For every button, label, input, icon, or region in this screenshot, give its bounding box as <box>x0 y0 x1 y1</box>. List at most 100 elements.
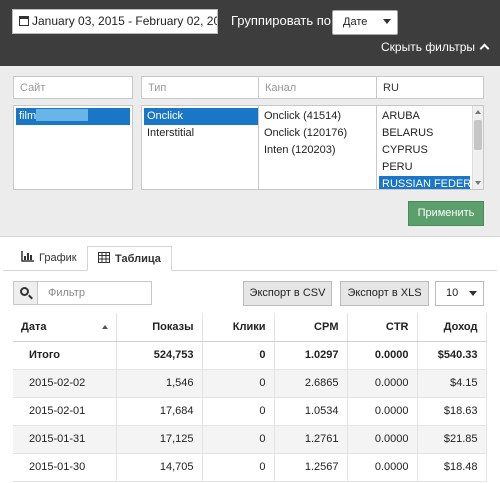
table-cell: 2015-02-01 <box>13 397 117 426</box>
table-cell: 0.0000 <box>347 453 418 482</box>
channel-list[interactable]: Onclick (41514) Onclick (120176) Inten (… <box>258 105 378 190</box>
tab-table-label: Таблица <box>115 253 161 265</box>
site-filter-input[interactable] <box>13 76 133 99</box>
table-icon <box>98 248 110 272</box>
redacted-text <box>36 109 89 121</box>
group-by-select[interactable]: Дате <box>332 10 398 35</box>
top-toolbar: January 03, 2015 - February 02, 2015 Гру… <box>0 0 500 66</box>
search-icon <box>20 287 29 296</box>
list-item[interactable]: CYPRUS <box>382 144 428 156</box>
chevron-up-icon <box>479 43 490 54</box>
view-tabs: График Таблица <box>3 246 497 271</box>
export-xls-button[interactable]: Экспорт в XLS <box>340 281 429 306</box>
table-row: 2015-02-01 17,684 0 1.0534 0.0000 $18.63 <box>13 397 487 426</box>
type-filter-input[interactable] <box>141 76 261 99</box>
table-cell: $540.33 <box>417 341 487 370</box>
table-cell: 2015-02-02 <box>13 369 117 398</box>
table-cell: 17,684 <box>116 397 203 426</box>
country-filter-input[interactable] <box>376 76 484 99</box>
scroll-up-icon[interactable] <box>475 110 481 114</box>
table-cell: 0.0000 <box>347 397 418 426</box>
date-range-text: January 03, 2015 - February 02, 2015 <box>32 14 218 28</box>
table-cell: 0.0000 <box>347 341 418 370</box>
table-cell: 2015-01-30 <box>13 453 117 482</box>
list-item[interactable]: Interstitial <box>147 127 195 139</box>
table-cell: 0 <box>202 397 275 426</box>
table-filter <box>13 281 152 305</box>
list-item[interactable]: Onclick (41514) <box>264 110 342 122</box>
export-csv-button[interactable]: Экспорт в CSV <box>243 281 332 306</box>
type-filter: Onclick Interstitial <box>141 76 261 190</box>
table-cell: Итого <box>13 341 117 370</box>
table-cell: 1,546 <box>116 369 203 398</box>
table-cell: 0.0000 <box>347 369 418 398</box>
table-cell: 0 <box>202 369 275 398</box>
scroll-down-icon[interactable] <box>475 181 481 185</box>
list-item[interactable]: Inten (120203) <box>264 144 336 156</box>
group-by-value: Дате <box>343 16 368 28</box>
apply-button[interactable]: Применить <box>408 201 484 226</box>
stats-table: Дата Показы Клики CPM CTR Доход Итого 52… <box>13 313 487 482</box>
chevron-down-icon <box>469 291 477 296</box>
column-header-revenue[interactable]: Доход <box>417 313 487 342</box>
table-cell: $18.48 <box>417 453 487 482</box>
table-cell: 1.0534 <box>274 397 348 426</box>
column-header-ctr[interactable]: CTR <box>347 313 418 342</box>
table-row: 2015-01-31 17,125 0 1.2761 0.0000 $21.85 <box>13 425 487 454</box>
table-cell: 0 <box>202 453 275 482</box>
country-filter: ARUBA BELARUS CYPRUS PERU RUSSIAN FEDER.… <box>376 76 484 190</box>
table-cell: 0 <box>202 425 275 454</box>
channel-filter: Onclick (41514) Onclick (120176) Inten (… <box>258 76 378 190</box>
table-cell: 1.2567 <box>274 453 348 482</box>
column-header-cpm[interactable]: CPM <box>274 313 348 342</box>
search-button[interactable] <box>14 282 38 304</box>
list-item[interactable]: ARUBA <box>382 110 420 122</box>
channel-filter-input[interactable] <box>258 76 378 99</box>
table-cell: 1.0297 <box>274 341 348 370</box>
site-list[interactable]: film <box>13 105 133 190</box>
table-row: 2015-01-30 14,705 0 1.2567 0.0000 $18.48 <box>13 453 487 482</box>
table-cell: 14,705 <box>116 453 203 482</box>
table-cell: $21.85 <box>417 425 487 454</box>
country-list[interactable]: ARUBA BELARUS CYPRUS PERU RUSSIAN FEDER.… <box>376 105 484 190</box>
tab-chart-label: График <box>39 252 77 264</box>
sort-asc-icon <box>101 325 108 329</box>
column-header-date[interactable]: Дата <box>13 313 117 342</box>
list-item[interactable]: PERU <box>382 161 413 173</box>
table-cell: $18.63 <box>417 397 487 426</box>
table-header-row: Дата Показы Клики CPM CTR Доход <box>13 313 487 342</box>
filters-panel: film Onclick Interstitial Onclick (41514… <box>0 66 500 237</box>
hide-filters-label: Скрыть фильтры <box>381 40 475 54</box>
tab-table[interactable]: Таблица <box>87 246 172 271</box>
chevron-down-icon <box>383 19 391 24</box>
list-item[interactable]: film <box>16 108 130 125</box>
calendar-icon <box>19 16 29 26</box>
group-by-label: Группировать по: <box>231 13 335 28</box>
bar-chart-icon <box>21 247 34 271</box>
per-page-value: 10 <box>446 287 459 299</box>
table-cell: 17,125 <box>116 425 203 454</box>
scrollbar[interactable] <box>472 106 483 189</box>
table-cell: $4.15 <box>417 369 487 398</box>
table-row: 2015-02-02 1,546 0 2.6865 0.0000 $4.15 <box>13 369 487 398</box>
tab-chart[interactable]: График <box>11 246 87 271</box>
per-page-select[interactable]: 10 <box>435 281 484 306</box>
hide-filters-link[interactable]: Скрыть фильтры <box>381 40 490 54</box>
column-header-clicks[interactable]: Клики <box>202 313 275 342</box>
list-item[interactable]: RUSSIAN FEDER... <box>379 176 470 189</box>
list-item[interactable]: Onclick <box>144 108 258 125</box>
site-filter: film <box>13 76 133 190</box>
date-range-picker[interactable]: January 03, 2015 - February 02, 2015 <box>12 9 218 34</box>
column-header-impressions[interactable]: Показы <box>116 313 203 342</box>
type-list[interactable]: Onclick Interstitial <box>141 105 261 190</box>
table-cell: 2.6865 <box>274 369 348 398</box>
scroll-thumb[interactable] <box>474 120 482 150</box>
table-total-row: Итого 524,753 0 1.0297 0.0000 $540.33 <box>13 341 487 370</box>
list-item[interactable]: Onclick (120176) <box>264 127 348 139</box>
table-filter-input[interactable] <box>40 283 148 303</box>
table-cell: 2015-01-31 <box>13 425 117 454</box>
list-item[interactable]: BELARUS <box>382 127 434 139</box>
table-cell: 524,753 <box>116 341 203 370</box>
table-cell: 0.0000 <box>347 425 418 454</box>
table-cell: 1.2761 <box>274 425 348 454</box>
